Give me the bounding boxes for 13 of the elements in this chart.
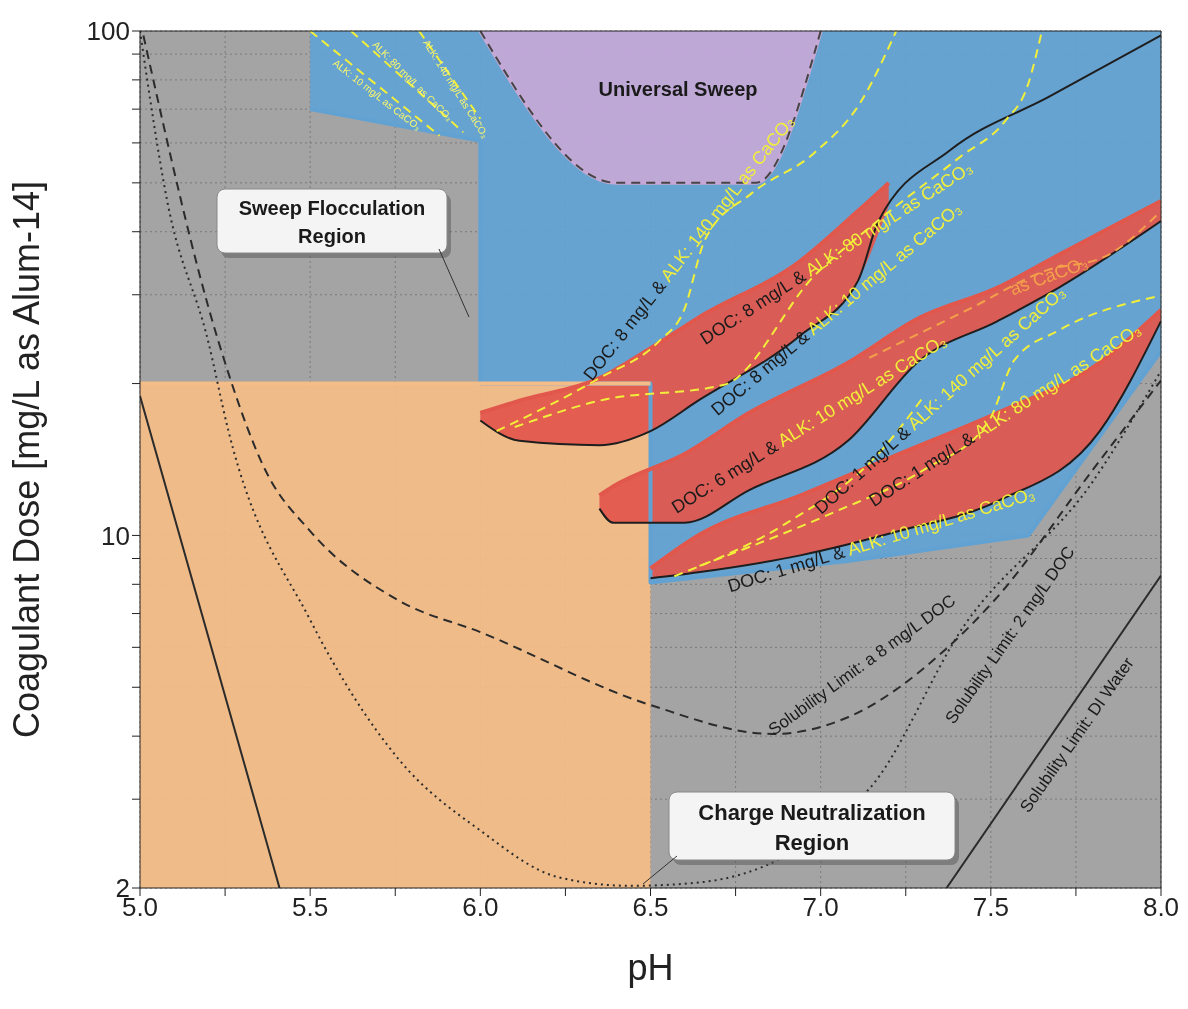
x-axis-title: pH bbox=[627, 947, 674, 988]
x-tick-label: 7.5 bbox=[972, 892, 1009, 923]
x-tick-label: 6.0 bbox=[462, 892, 499, 923]
x-tick-label: 8.0 bbox=[1142, 892, 1180, 923]
x-tick-label: 5.5 bbox=[292, 892, 329, 923]
x-tick-label: 7.0 bbox=[802, 892, 839, 923]
y-tick-label: 10 bbox=[101, 520, 130, 551]
x-tick-label: 6.5 bbox=[632, 892, 669, 923]
annotation: Charge Neutralization Region bbox=[698, 800, 926, 855]
annotation: Sweep Flocculation Region bbox=[238, 197, 426, 247]
annotation: Universal Sweep bbox=[598, 78, 758, 100]
y-tick-label: 100 bbox=[86, 16, 130, 47]
y-axis-title: Coagulant Dose [mg/L as Alum-14] bbox=[5, 181, 47, 738]
